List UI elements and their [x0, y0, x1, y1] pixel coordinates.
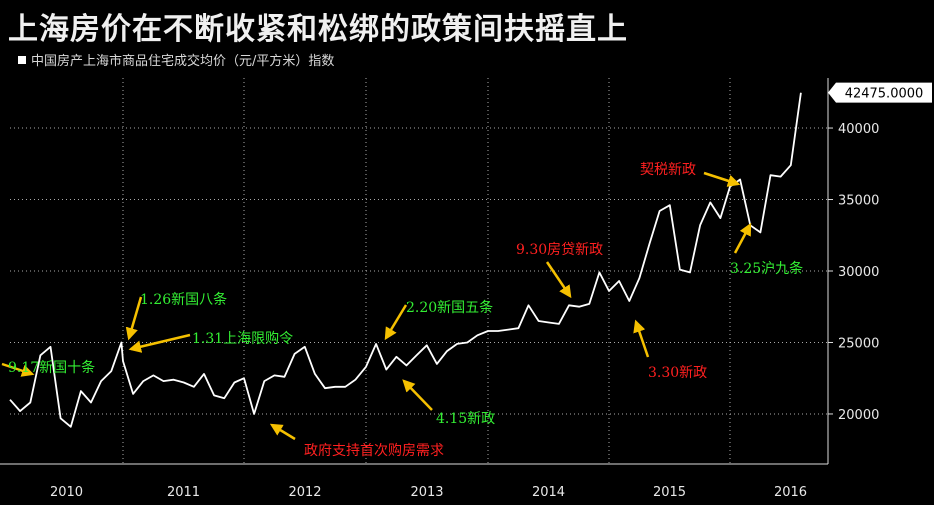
annotation-label: 9.17新国十条 [8, 359, 95, 376]
annotation-label: 政府支持首次购房需求 [304, 443, 444, 459]
annotation-label: 3.25沪九条 [730, 260, 803, 277]
annotation-arrow [128, 333, 191, 353]
annotation-arrow [733, 222, 752, 254]
annotation-arrow [1, 362, 35, 377]
y-tick-label: 30000 [838, 265, 879, 280]
legend-swatch [18, 55, 26, 64]
x-tick-label: 2010 [50, 485, 83, 500]
annotation-label: 3.30新政 [648, 365, 707, 381]
y-tick-label: 20000 [838, 408, 879, 423]
annotation-arrow [125, 296, 143, 341]
y-tick-label: 35000 [838, 194, 879, 209]
annotation-label: 1.26新国八条 [140, 291, 227, 308]
annotation-arrow [402, 379, 433, 411]
annotation-arrow [269, 423, 296, 441]
chart-title: 上海房价在不断收紧和松绑的政策间扶摇直上 [8, 12, 628, 47]
annotation-arrow [384, 304, 408, 341]
x-tick-label: 2014 [532, 485, 565, 500]
annotation-arrow [703, 171, 741, 187]
x-tick-label: 2015 [653, 485, 686, 500]
x-tick-label: 2012 [288, 485, 321, 500]
x-tick-label: 2013 [410, 485, 443, 500]
annotation-label: 9.30房贷新政 [516, 242, 603, 258]
y-tick-label: 40000 [838, 122, 879, 137]
annotation-label: 契税新政 [640, 162, 696, 178]
series-line [9, 92, 802, 428]
annotation-arrow [545, 261, 572, 299]
x-tick-label: 2011 [167, 485, 200, 500]
legend: 中国房产上海市商品住宅成交均价（元/平方米）指数 [18, 50, 334, 69]
annotation-label: 4.15新政 [436, 411, 495, 427]
legend-label: 中国房产上海市商品住宅成交均价（元/平方米）指数 [31, 54, 335, 69]
annotation-label: 1.31上海限购令 [192, 331, 293, 347]
last-value-label: 42475.0000 [845, 87, 924, 102]
annotation-label: 2.20新国五条 [406, 299, 493, 316]
x-tick-label: 2016 [774, 485, 807, 500]
last-value-callout [828, 82, 932, 103]
y-tick-label: 25000 [838, 336, 879, 351]
annotation-arrow [633, 319, 650, 358]
